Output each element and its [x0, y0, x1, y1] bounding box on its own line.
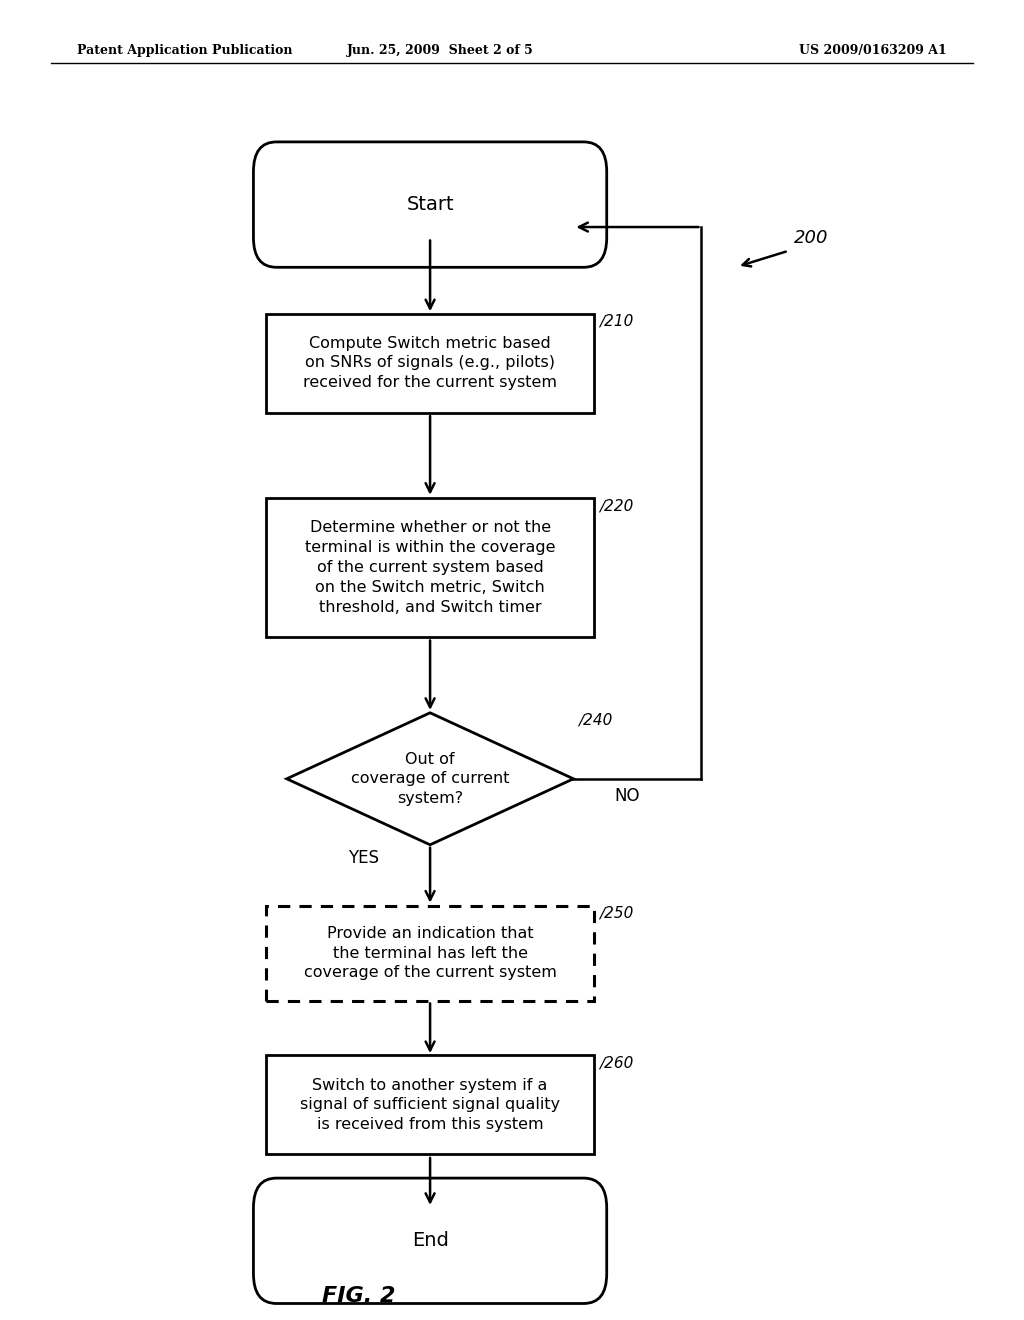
Bar	[266, 499, 594, 638]
Text: YES: YES	[348, 849, 379, 867]
Bar	[266, 1056, 594, 1154]
Text: ∕210: ∕210	[599, 314, 634, 329]
Text: Out of
coverage of current
system?: Out of coverage of current system?	[351, 751, 509, 807]
Polygon shape	[287, 713, 573, 845]
Bar	[266, 314, 594, 412]
Text: FIG. 2: FIG. 2	[322, 1286, 395, 1307]
Bar	[266, 906, 594, 1001]
FancyBboxPatch shape	[254, 143, 606, 267]
Text: US 2009/0163209 A1: US 2009/0163209 A1	[800, 44, 947, 57]
Text: Start: Start	[407, 195, 454, 214]
Text: Jun. 25, 2009  Sheet 2 of 5: Jun. 25, 2009 Sheet 2 of 5	[347, 44, 534, 57]
Text: ∕240: ∕240	[579, 713, 613, 727]
Text: Compute Switch metric based
on SNRs of signals (e.g., pilots)
received for the c: Compute Switch metric based on SNRs of s…	[303, 335, 557, 391]
Text: 200: 200	[794, 228, 828, 247]
Text: Provide an indication that
the terminal has left the
coverage of the current sys: Provide an indication that the terminal …	[304, 925, 556, 981]
Text: NO: NO	[614, 787, 640, 805]
Text: ∕260: ∕260	[599, 1056, 634, 1071]
Text: ∕220: ∕220	[599, 499, 634, 513]
FancyBboxPatch shape	[254, 1177, 606, 1304]
Text: Patent Application Publication: Patent Application Publication	[77, 44, 292, 57]
Text: ∕250: ∕250	[599, 906, 634, 920]
Text: Switch to another system if a
signal of sufficient signal quality
is received fr: Switch to another system if a signal of …	[300, 1077, 560, 1133]
Text: End: End	[412, 1232, 449, 1250]
Text: Determine whether or not the
terminal is within the coverage
of the current syst: Determine whether or not the terminal is…	[305, 520, 555, 615]
